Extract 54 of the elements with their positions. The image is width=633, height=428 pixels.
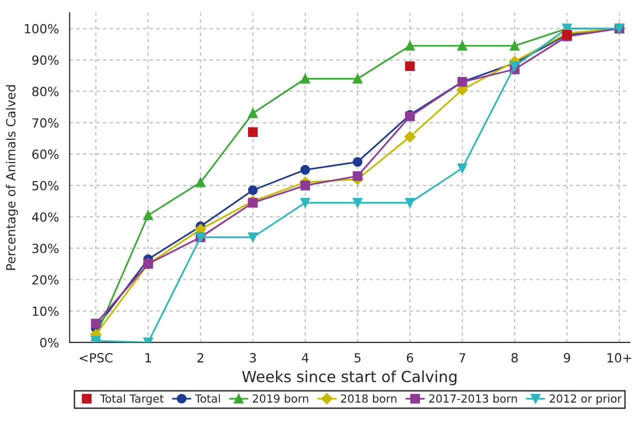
y-tick-label: 50% xyxy=(32,180,59,190)
point xyxy=(405,40,415,51)
y-tick-label: 10% xyxy=(32,306,59,316)
x-tick-label: 2 xyxy=(197,353,204,362)
x-tick-label: <PSC xyxy=(80,353,112,362)
y-tick-label: 0% xyxy=(40,338,59,348)
y-tick-label: 90% xyxy=(32,55,59,65)
point xyxy=(143,210,154,220)
point xyxy=(248,198,258,208)
legend-label: Total Target xyxy=(100,394,164,405)
point xyxy=(510,61,520,72)
point xyxy=(352,74,362,84)
point xyxy=(300,198,310,208)
point xyxy=(248,127,258,137)
legend-label: Total xyxy=(194,394,220,403)
x-tick-label: 10+ xyxy=(608,353,632,362)
x-axis-title: Weeks since start of Calving xyxy=(242,370,456,386)
x-tick-label: 5 xyxy=(354,353,360,362)
point xyxy=(300,74,310,84)
point xyxy=(300,164,310,175)
y-axis-title: Percentage of Animals Calved xyxy=(6,85,18,270)
point xyxy=(457,163,468,174)
x-tick-label: 6 xyxy=(406,353,414,362)
y-tick-label: 70% xyxy=(32,118,59,128)
x-tick-label: 9 xyxy=(564,353,570,362)
y-tick-label: 100% xyxy=(24,24,59,34)
point xyxy=(352,171,362,181)
point xyxy=(196,177,206,188)
legend-label: 2018 born xyxy=(341,394,396,403)
y-tick-label: 80% xyxy=(32,86,59,96)
x-tick-label: 7 xyxy=(459,353,466,362)
x-tick-label: 4 xyxy=(302,353,309,362)
point xyxy=(405,198,415,208)
y-tick-label: 20% xyxy=(32,275,59,285)
legend-label: 2017-2013 born xyxy=(429,394,517,403)
point xyxy=(510,40,520,51)
y-tick-label: 30% xyxy=(32,244,59,254)
point xyxy=(457,40,468,51)
y-tick-label: 60% xyxy=(32,150,59,160)
legend-label: 2012 or prior xyxy=(550,394,622,405)
point xyxy=(300,180,310,190)
point xyxy=(90,318,101,328)
point xyxy=(248,108,258,118)
point xyxy=(352,157,362,167)
x-tick-label: 3 xyxy=(250,353,256,362)
point xyxy=(405,61,415,72)
point xyxy=(248,232,258,242)
point xyxy=(352,198,362,208)
x-tick-label: 8 xyxy=(512,353,518,362)
y-tick-label: 40% xyxy=(32,212,59,222)
x-tick-label: 1 xyxy=(146,353,151,362)
legend-label: 2019 born xyxy=(252,394,308,403)
point xyxy=(248,185,258,196)
point xyxy=(404,131,416,142)
